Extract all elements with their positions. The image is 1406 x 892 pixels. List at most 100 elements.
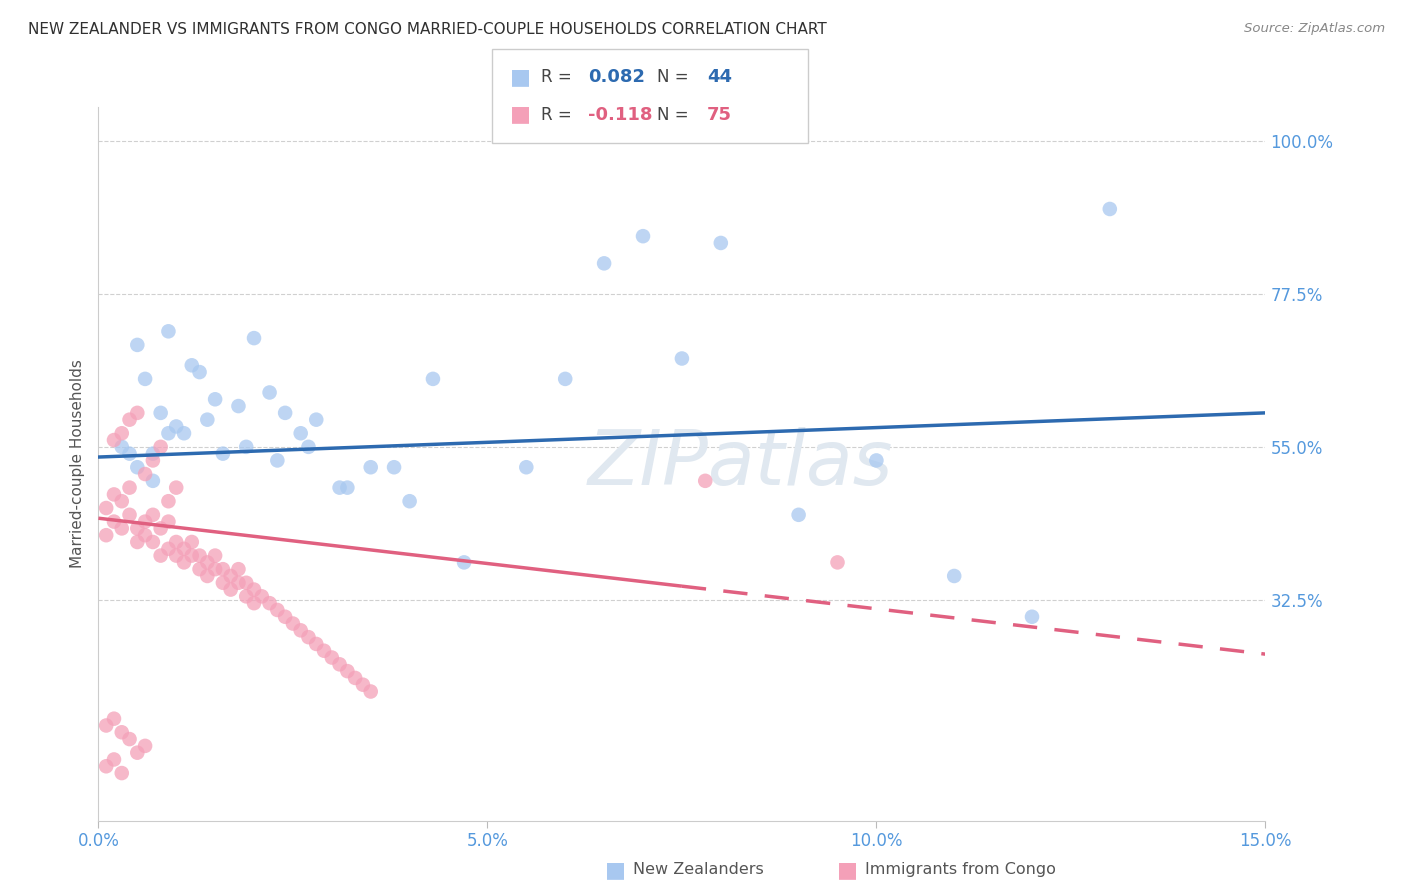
Point (204, 392, 226, 407)
Point (195, 569, 218, 583)
Text: 0.082: 0.082 (588, 69, 645, 87)
Point (1098, 202, 1121, 216)
Point (695, 474, 717, 488)
Point (173, 541, 195, 556)
Point (266, 603, 288, 617)
Point (787, 508, 810, 522)
Point (118, 508, 141, 522)
Text: 44: 44 (707, 69, 733, 87)
Point (515, 460, 537, 475)
Point (111, 766, 134, 780)
Point (118, 412, 141, 426)
Point (103, 515, 125, 529)
Point (297, 630, 319, 644)
Point (111, 440, 134, 454)
Point (103, 752, 125, 766)
Point (165, 419, 187, 434)
Text: ■: ■ (837, 860, 858, 880)
Point (103, 487, 125, 501)
Point (134, 372, 156, 386)
Point (554, 372, 576, 386)
Point (111, 725, 134, 739)
Point (204, 549, 226, 563)
Point (127, 338, 149, 352)
Point (142, 447, 165, 461)
Point (180, 549, 202, 563)
Point (127, 460, 149, 475)
Point (398, 494, 420, 508)
Point (228, 562, 250, 576)
Point (157, 324, 180, 338)
Text: 75: 75 (707, 105, 733, 123)
Point (118, 481, 141, 495)
Point (188, 562, 211, 576)
Point (219, 569, 242, 583)
Point (195, 412, 218, 426)
Text: Immigrants from Congo: Immigrants from Congo (865, 863, 1056, 877)
Text: Source: ZipAtlas.com: Source: ZipAtlas.com (1244, 22, 1385, 36)
Point (710, 235, 733, 250)
Point (228, 399, 250, 413)
Point (297, 440, 319, 454)
Point (344, 671, 367, 685)
Point (631, 229, 654, 244)
Point (827, 555, 849, 569)
Point (259, 385, 281, 400)
Point (134, 515, 156, 529)
Point (118, 447, 141, 461)
Point (96, 501, 118, 516)
Point (281, 616, 304, 631)
Text: N =: N = (657, 105, 693, 123)
Point (157, 494, 180, 508)
Point (290, 624, 312, 638)
Point (243, 582, 266, 597)
Point (212, 575, 235, 590)
Y-axis label: Married-couple Households: Married-couple Households (69, 359, 84, 568)
Point (671, 351, 693, 366)
Point (336, 664, 359, 678)
Point (336, 481, 359, 495)
Point (188, 365, 211, 379)
Point (290, 426, 312, 441)
Point (149, 440, 172, 454)
Point (865, 453, 887, 467)
Point (321, 650, 343, 665)
Point (134, 528, 156, 542)
Point (127, 521, 149, 535)
Point (305, 412, 328, 426)
Point (127, 535, 149, 549)
Point (149, 406, 172, 420)
Point (274, 406, 297, 420)
Point (212, 562, 235, 576)
Point (111, 521, 134, 535)
Point (195, 555, 218, 569)
Point (219, 582, 242, 597)
Point (165, 481, 187, 495)
Point (329, 657, 352, 672)
Point (329, 481, 352, 495)
Point (96, 759, 118, 773)
Point (243, 596, 266, 610)
Point (103, 433, 125, 447)
Point (173, 426, 195, 441)
Text: ■: ■ (605, 860, 626, 880)
Point (593, 256, 616, 270)
Point (422, 372, 444, 386)
Point (235, 575, 257, 590)
Point (250, 590, 273, 604)
Text: ■: ■ (510, 104, 531, 125)
Point (188, 549, 211, 563)
Point (96, 718, 118, 732)
Text: R =: R = (541, 69, 578, 87)
Point (360, 684, 382, 698)
Point (235, 440, 257, 454)
Point (118, 732, 141, 747)
Point (142, 453, 165, 467)
Text: R =: R = (541, 105, 578, 123)
Point (96, 528, 118, 542)
Point (259, 596, 281, 610)
Point (180, 535, 202, 549)
Point (134, 467, 156, 481)
Point (103, 712, 125, 726)
Point (274, 609, 297, 624)
